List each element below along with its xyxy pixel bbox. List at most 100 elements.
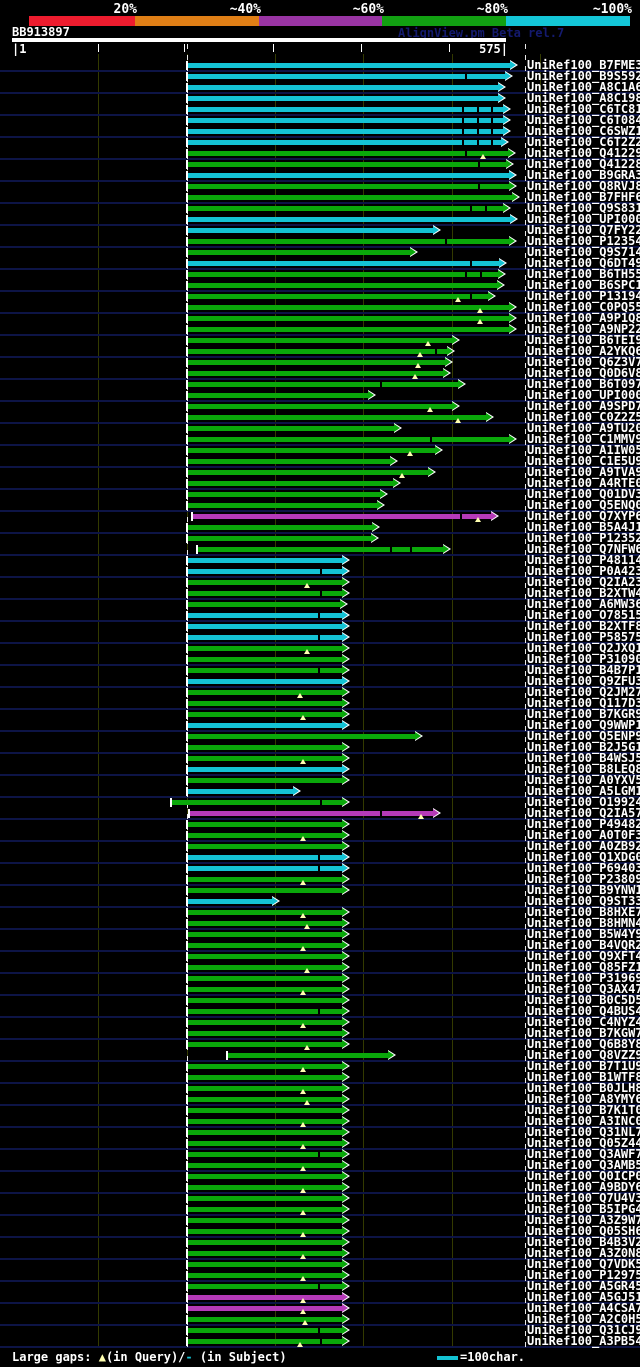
hit-label[interactable]: UniRef100_Q117D3 (527, 696, 640, 710)
alignment-bar[interactable] (188, 910, 342, 915)
alignment-bar[interactable] (188, 261, 499, 266)
hit-label[interactable]: UniRef100_P58575 (527, 630, 640, 644)
alignment-bar[interactable] (188, 1306, 342, 1311)
hit-label[interactable]: UniRef100_O19924 (527, 795, 640, 809)
hit-label[interactable]: UniRef100_C6T084 (527, 113, 640, 127)
hit-label[interactable]: UniRef100_B2XTF8 (527, 619, 640, 633)
alignment-bar[interactable] (188, 1262, 342, 1267)
alignment-bar[interactable] (188, 525, 372, 530)
hit-label[interactable]: UniRef100_Q3AWF7 (527, 1147, 640, 1161)
alignment-bar[interactable] (188, 1130, 342, 1135)
alignment-bar[interactable] (188, 701, 342, 706)
alignment-bar[interactable] (188, 382, 458, 387)
hit-label[interactable]: UniRef100_A4CSA7 (527, 1301, 640, 1315)
alignment-bar[interactable] (188, 1086, 342, 1091)
alignment-bar[interactable] (188, 1273, 342, 1278)
alignment-bar[interactable] (188, 745, 342, 750)
alignment-bar[interactable] (228, 1053, 388, 1058)
hit-label[interactable]: UniRef100_C1E5U9 (527, 454, 640, 468)
hit-label[interactable]: UniRef100_Q2IA57 (527, 806, 640, 820)
alignment-bar[interactable] (188, 63, 510, 68)
alignment-bar[interactable] (188, 1020, 342, 1025)
hit-label[interactable]: UniRef100_B7K1T0 (527, 1103, 640, 1117)
hit-label[interactable]: UniRef100_Q5ENP9 (527, 729, 640, 743)
hit-label[interactable]: UniRef100_Q9ZFU3 (527, 674, 640, 688)
alignment-bar[interactable] (188, 1152, 342, 1157)
alignment-bar[interactable] (188, 987, 342, 992)
alignment-bar[interactable] (188, 371, 443, 376)
hit-label[interactable]: UniRef100_Q9S831 (527, 201, 640, 215)
alignment-bar[interactable] (188, 85, 498, 90)
alignment-bar[interactable] (188, 822, 342, 827)
hit-label[interactable]: UniRef100_Q8RVJ8 (527, 179, 640, 193)
alignment-bar[interactable] (188, 283, 497, 288)
alignment-bar[interactable] (188, 866, 342, 871)
hit-label[interactable]: UniRef100_A6MW36 (527, 597, 640, 611)
alignment-bar[interactable] (188, 195, 512, 200)
hit-label[interactable]: UniRef100_A1IW05 (527, 443, 640, 457)
alignment-bar[interactable] (188, 690, 342, 695)
hit-label[interactable]: UniRef100_Q41229 (527, 146, 640, 160)
hit-label[interactable]: UniRef100_C6T2Z2 (527, 135, 640, 149)
hit-label[interactable]: UniRef100_Q2JM27 (527, 685, 640, 699)
alignment-bar[interactable] (188, 998, 342, 1003)
alignment-bar[interactable] (188, 1075, 342, 1080)
hit-label[interactable]: UniRef100_A0T0F3 (527, 828, 640, 842)
alignment-bar[interactable] (188, 1141, 342, 1146)
alignment-bar[interactable] (188, 1339, 342, 1344)
hit-label[interactable]: UniRef100_B5W4Y9 (527, 927, 640, 941)
hit-label[interactable]: UniRef100_Q05Z44 (527, 1136, 640, 1150)
alignment-bar[interactable] (188, 1207, 342, 1212)
hit-label[interactable]: UniRef100_C0Z2Z5 (527, 410, 640, 424)
alignment-bar[interactable] (188, 965, 342, 970)
alignment-bar[interactable] (188, 1284, 342, 1289)
alignment-bar[interactable] (188, 591, 342, 596)
hit-label[interactable]: UniRef100_C6TC81 (527, 102, 640, 116)
alignment-bar[interactable] (188, 536, 371, 541)
hit-label[interactable]: UniRef100_Q31NL7 (527, 1125, 640, 1139)
hit-label[interactable]: UniRef100_P48114 (527, 553, 640, 567)
hit-label[interactable]: UniRef100_B4B7P1 (527, 663, 640, 677)
hit-label[interactable]: UniRef100_B7FHF6 (527, 190, 640, 204)
alignment-bar[interactable] (188, 888, 342, 893)
hit-label[interactable]: UniRef100_A8C1A6 (527, 80, 640, 94)
alignment-bar[interactable] (188, 404, 452, 409)
hit-label[interactable]: UniRef100_P12354 (527, 234, 640, 248)
hit-label[interactable]: UniRef100_A3Z9W7 (527, 1213, 640, 1227)
alignment-bar[interactable] (188, 613, 342, 618)
alignment-bar[interactable] (188, 1240, 342, 1245)
hit-label[interactable]: UniRef100_B7KGR9 (527, 707, 640, 721)
alignment-bar[interactable] (188, 206, 503, 211)
alignment-bar[interactable] (188, 1031, 342, 1036)
hit-label[interactable]: UniRef100_B7FME3 (527, 58, 640, 72)
hit-label[interactable]: UniRef100_B9GRA3 (527, 168, 640, 182)
hit-label[interactable]: UniRef100_A9SPD7 (527, 399, 640, 413)
hit-label[interactable]: UniRef100_B0JLH8 (527, 1081, 640, 1095)
alignment-bar[interactable] (188, 1163, 342, 1168)
alignment-bar[interactable] (188, 789, 293, 794)
alignment-bar[interactable] (188, 107, 503, 112)
hit-label[interactable]: UniRef100_B6T097 (527, 377, 640, 391)
hit-label[interactable]: UniRef100_A5GR45 (527, 1279, 640, 1293)
alignment-bar[interactable] (188, 305, 509, 310)
alignment-bar[interactable] (188, 712, 342, 717)
hit-label[interactable]: UniRef100_B5A4J1 (527, 520, 640, 534)
alignment-bar[interactable] (188, 140, 501, 145)
hit-label[interactable]: UniRef100_Q01DV3 (527, 487, 640, 501)
alignment-bar[interactable] (172, 800, 342, 805)
hit-label[interactable]: UniRef100_B2XTW4 (527, 586, 640, 600)
hit-label[interactable]: UniRef100_A9P1Q8 (527, 311, 640, 325)
alignment-bar[interactable] (188, 778, 342, 783)
hit-label[interactable]: UniRef100_Q6DT49 (527, 256, 640, 270)
hit-label[interactable]: UniRef100_UPI000.. (527, 212, 640, 226)
hit-label[interactable]: UniRef100_Q2JXQ1 (527, 641, 640, 655)
hit-label[interactable]: UniRef100_P12352 (527, 531, 640, 545)
hit-label[interactable]: UniRef100_P31969 (527, 971, 640, 985)
alignment-bar[interactable] (188, 393, 368, 398)
alignment-bar[interactable] (188, 1097, 342, 1102)
alignment-bar[interactable] (188, 635, 342, 640)
hit-label[interactable]: UniRef100_A3INC0 (527, 1114, 640, 1128)
hit-label[interactable]: UniRef100_B6TH55 (527, 267, 640, 281)
alignment-bar[interactable] (188, 1185, 342, 1190)
hit-label[interactable]: UniRef100_Q2IA23 (527, 575, 640, 589)
